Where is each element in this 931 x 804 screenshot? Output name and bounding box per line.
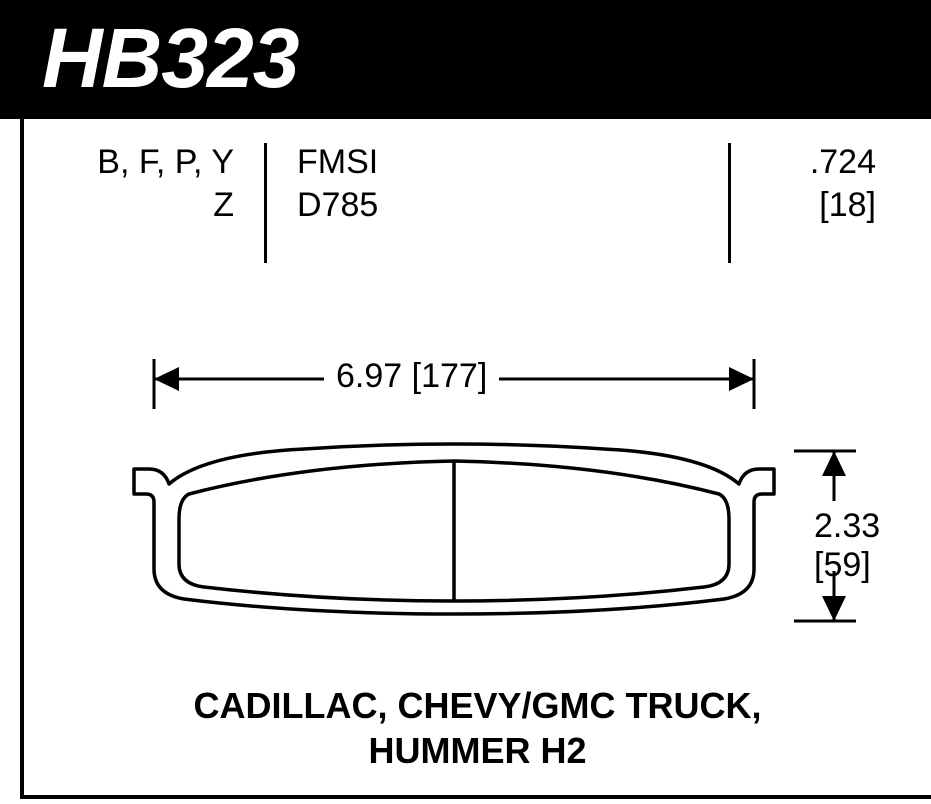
width-inches: 6.97 (336, 357, 402, 395)
thickness-value: .724 [18] (761, 141, 876, 226)
part-number: HB323 (42, 10, 931, 107)
width-mm: [177] (412, 357, 488, 395)
header-bar: HB323 (0, 0, 931, 119)
fitment-line1: CADILLAC, CHEVY/GMC TRUCK, (24, 683, 931, 728)
height-mm: [59] (814, 546, 880, 585)
width-dim-label: 6.97 [177] (324, 357, 499, 396)
diagram-area: 6.97 [177] 2.33 [59] (24, 349, 931, 709)
compounds-col: B, F, P, Y Z (24, 141, 264, 226)
thickness-col: .724 [18] (731, 141, 931, 226)
fmsi-col: FMSI D785 (267, 141, 487, 226)
fitment-line2: HUMMER H2 (24, 728, 931, 773)
fmsi-value: FMSI D785 (297, 141, 457, 226)
spec-row: B, F, P, Y Z FMSI D785 .724 [18] (24, 119, 931, 263)
fitment-text: CADILLAC, CHEVY/GMC TRUCK, HUMMER H2 (24, 683, 931, 773)
content-frame: B, F, P, Y Z FMSI D785 .724 [18] 6.97 [1… (20, 119, 931, 799)
compounds-line2: Z (54, 184, 234, 227)
height-inches: 2.33 (814, 507, 880, 546)
compounds-line1: B, F, P, Y (54, 141, 234, 184)
brake-pad-svg (104, 439, 804, 619)
height-dim-label: 2.33 [59] (814, 507, 880, 585)
